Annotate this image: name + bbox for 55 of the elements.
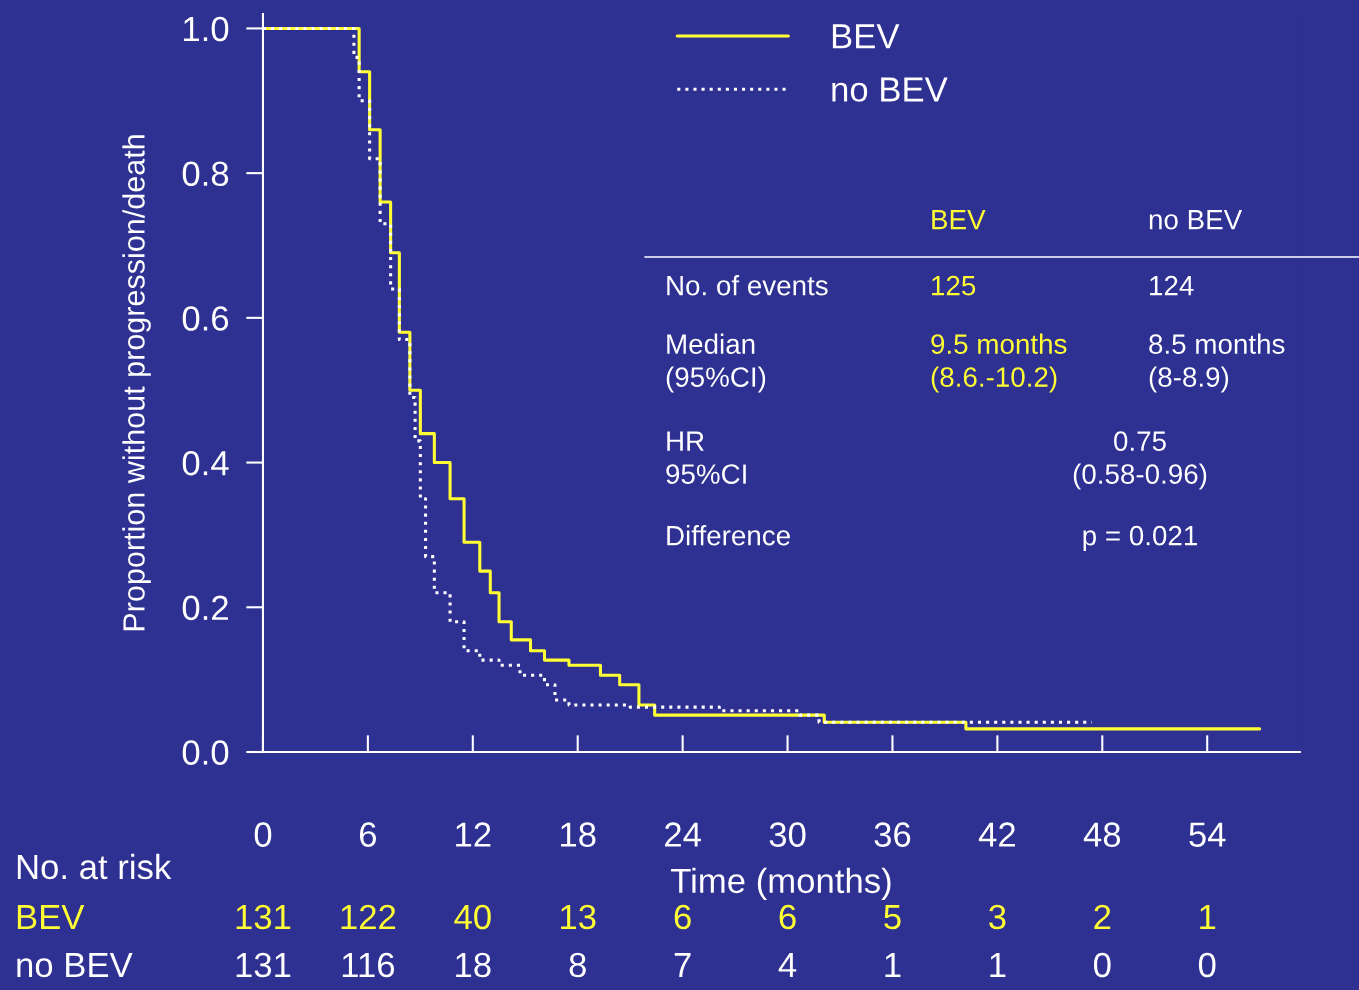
x-tick-label: 54	[1189, 822, 1226, 847]
y-tick-label: 0.8	[182, 161, 229, 187]
legend-label: no BEV	[832, 77, 948, 102]
text: 7	[674, 953, 691, 977]
text: 40	[454, 904, 491, 930]
text: 122	[341, 904, 396, 929]
text: 1	[990, 953, 1006, 977]
text: 6	[674, 904, 691, 930]
annotation: 124	[1150, 275, 1194, 296]
y-tick-label: 0.4	[182, 450, 229, 476]
x-tick-label: 6	[359, 822, 377, 847]
text: 8	[569, 952, 586, 978]
x-tick-label: 48	[1083, 822, 1121, 847]
y-axis-title: Proportion without progression/death	[122, 135, 151, 631]
text: 116	[342, 952, 395, 978]
annotation: 8.5 months (8-8.9)	[1149, 333, 1285, 393]
text: BEV	[17, 905, 85, 929]
text: 1	[1200, 905, 1216, 929]
text: 5	[884, 905, 901, 930]
text: 13	[561, 904, 596, 930]
annotation: Difference	[667, 525, 790, 546]
x-tick-label: 0	[254, 822, 272, 847]
text: 4	[778, 953, 797, 977]
text: 0	[1093, 952, 1111, 978]
annotation: 9.5 months (8.6.-10.2)	[931, 333, 1067, 393]
text: 18	[456, 952, 491, 978]
x-tick-label: 18	[561, 822, 596, 847]
text: 6	[779, 904, 796, 930]
text: no BEV	[17, 953, 133, 978]
text: No. at risk	[17, 853, 172, 880]
y-tick-label: 1.0	[184, 16, 229, 42]
x-tick-label: 12	[456, 822, 491, 847]
annotation: no BEV	[1149, 210, 1243, 230]
annotation: Median (95%CI)	[666, 333, 766, 393]
x-tick-label: 42	[978, 822, 1015, 847]
text: 131	[236, 904, 291, 930]
legend-label: BEV	[832, 24, 900, 49]
text: 2	[1094, 904, 1111, 929]
annotation: 125	[932, 275, 976, 296]
y-tick-label: 0.0	[182, 740, 229, 765]
y-tick-label: 0.6	[182, 306, 229, 331]
annotation: BEV	[932, 210, 986, 230]
x-tick-label: 30	[769, 822, 806, 847]
x-axis-title: Time (months)	[670, 867, 891, 901]
x-tick-label: 36	[874, 822, 911, 847]
annotation: 0.75 (0.58-0.96)	[1073, 431, 1207, 490]
text: 1	[885, 953, 901, 977]
text: 131	[236, 952, 291, 978]
text: 0	[1198, 952, 1216, 978]
annotation: HR 95%CI	[666, 431, 746, 484]
annotation: p = 0.021	[1083, 525, 1197, 551]
y-tick-label: 0.2	[182, 595, 228, 621]
x-tick-label: 24	[665, 822, 701, 847]
text: 3	[989, 904, 1006, 930]
annotation: No. of events	[667, 275, 828, 296]
